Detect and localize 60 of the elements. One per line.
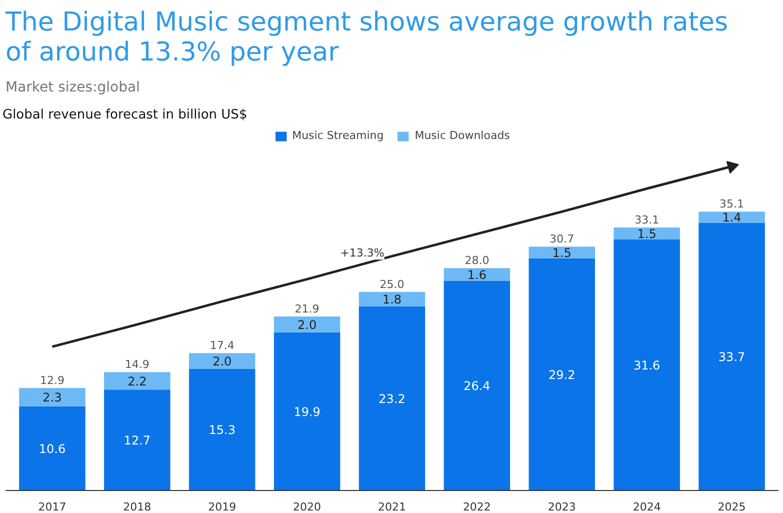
data-label: 15.3 [208, 423, 236, 438]
bar [188, 368, 256, 490]
data-label: 1.4 [722, 210, 742, 225]
data-label: 12.7 [124, 434, 151, 448]
total-label: 33.1 [634, 214, 660, 227]
x-tick-label: 2018 [123, 500, 152, 513]
annotation: Global revenue forecast in billion US$ [2, 108, 248, 122]
data-label: 23.2 [378, 392, 406, 406]
bar [358, 306, 426, 490]
bar [528, 258, 596, 490]
data-label: 1.5 [552, 246, 572, 260]
x-tick-label: 2020 [293, 500, 322, 513]
x-tick-label: 2022 [462, 500, 491, 513]
data-label: 26.4 [464, 379, 490, 394]
bar [444, 280, 510, 490]
x-tick-label: 2019 [208, 500, 236, 513]
data-label: 2.3 [42, 390, 62, 405]
total-label: 14.9 [124, 358, 150, 372]
bar [528, 246, 596, 259]
bar [19, 406, 86, 490]
x-tick-label: 2025 [718, 500, 746, 513]
bar [698, 212, 765, 223]
legend-label: Music Downloads [414, 129, 510, 142]
annotation: +13.3% [340, 246, 384, 260]
x-tick-label: 2024 [632, 500, 661, 513]
data-label: 10.6 [38, 442, 66, 456]
total-label: 25.0 [380, 278, 404, 291]
bar [614, 239, 680, 490]
bar [358, 292, 426, 306]
bar [614, 228, 680, 240]
data-label: 33.7 [718, 350, 746, 364]
data-label: 29.2 [548, 368, 576, 382]
bar [19, 388, 86, 406]
data-label: 1.6 [467, 268, 486, 282]
bar [104, 372, 170, 390]
data-label: 31.6 [633, 358, 660, 372]
text: Market sizes:global [6, 80, 140, 96]
data-label: 1.5 [637, 227, 656, 242]
bar [188, 353, 256, 369]
legend-label: Music Streaming [292, 129, 384, 142]
x-tick-label: 2021 [378, 500, 406, 513]
data-label: 2.0 [298, 318, 317, 332]
data-label: 19.9 [294, 404, 320, 419]
data-label: 2.2 [128, 374, 147, 388]
bar [104, 390, 170, 490]
x-tick-label: 2017 [38, 500, 66, 513]
bar [698, 222, 765, 490]
data-label: 2.0 [212, 354, 232, 369]
total-label: 17.4 [210, 339, 234, 352]
total-label: 21.9 [294, 302, 320, 316]
text: The Digital Music segment shows average growth rates of around 13.3% per year [4, 8, 728, 68]
bar [274, 332, 340, 490]
total-label: 35.1 [720, 198, 744, 211]
data-label: 1.8 [382, 292, 402, 307]
total-label: 30.7 [550, 232, 574, 246]
bar [274, 316, 340, 332]
x-tick-label: 2023 [548, 500, 576, 513]
total-label: 12.9 [40, 374, 64, 388]
bar [444, 268, 510, 281]
total-label: 28.0 [464, 254, 490, 268]
